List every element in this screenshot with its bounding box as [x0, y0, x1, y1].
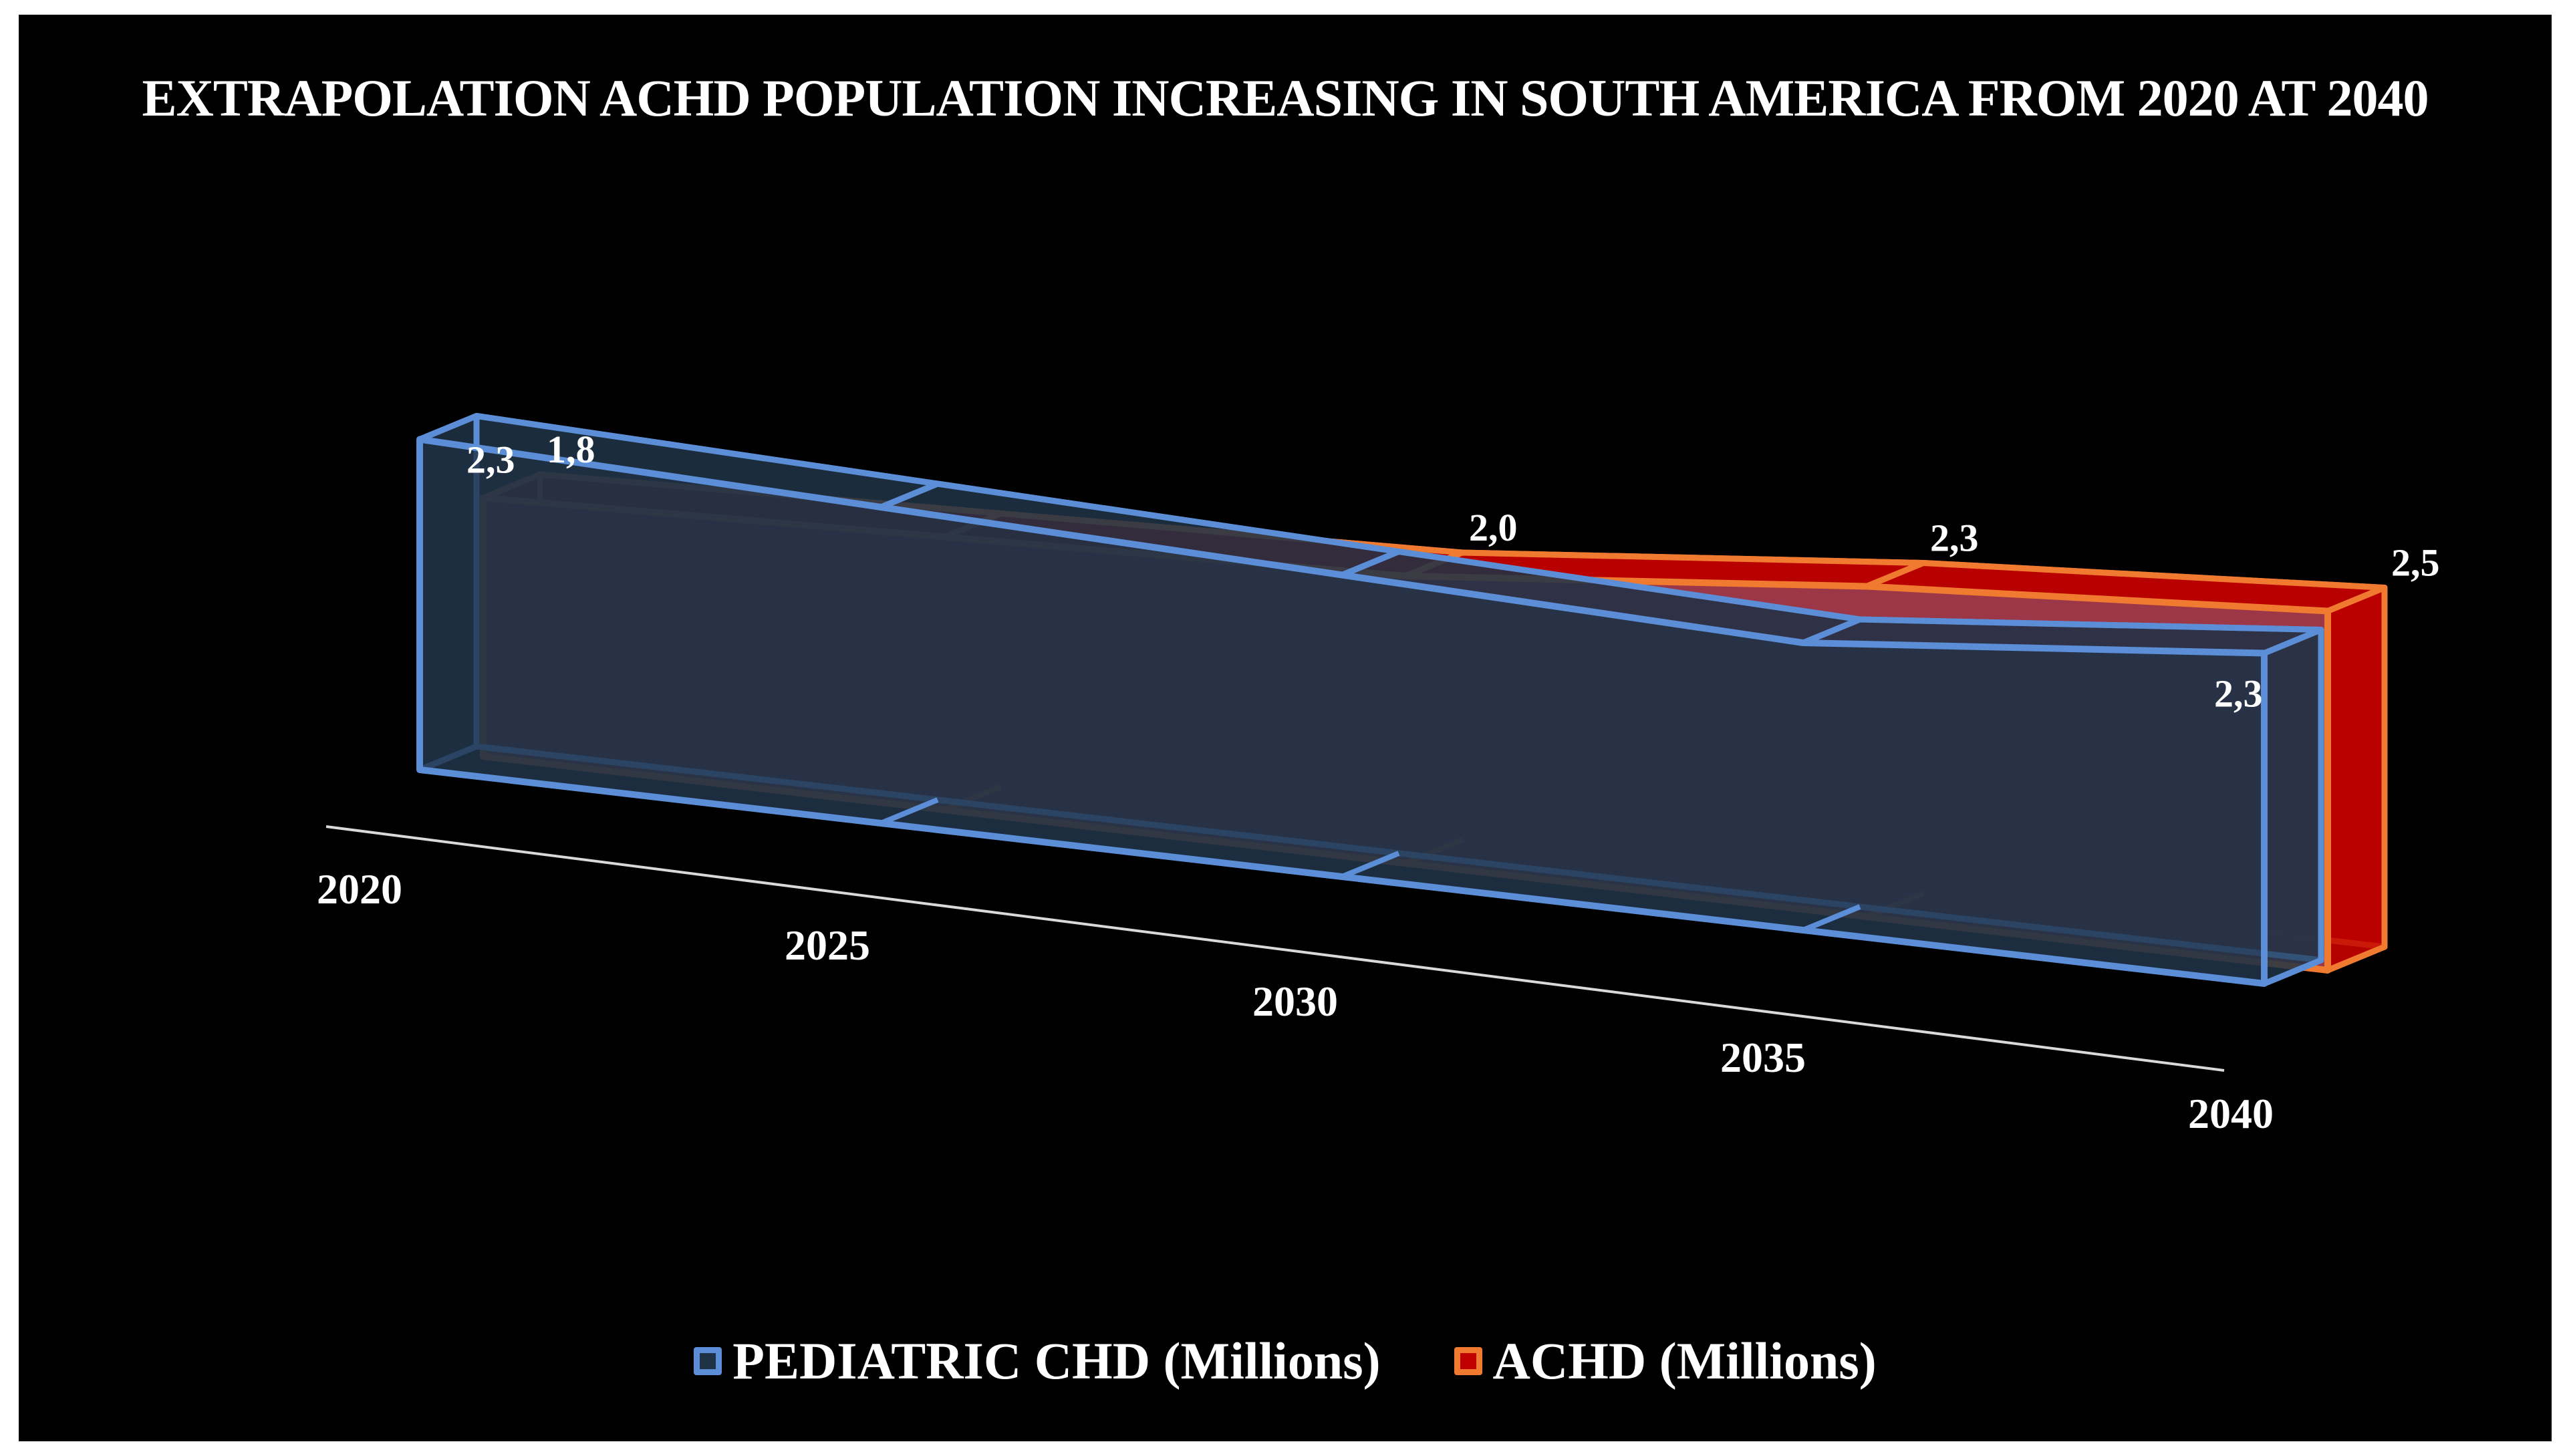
area-front-pediatric-chd: [416, 436, 2268, 987]
area-divider-pediatric-chd: [879, 481, 939, 510]
legend-item-achd[interactable]: ACHD (Millions): [1454, 1331, 1877, 1391]
x-axis-line: [325, 825, 2225, 1072]
area-divider-pediatric-chd: [1802, 617, 1861, 645]
plot-area: 2,3 2,3 1,8 2,0 2,3 2,5 2020 2025 2030 2035 2040: [317, 413, 2440, 1137]
area-divider-achd: [1865, 560, 1925, 589]
x-tick-label: 2035: [1720, 1034, 1806, 1081]
legend-swatch-pediatric-chd: [694, 1347, 722, 1375]
area-side-pediatric-chd: [2261, 627, 2324, 987]
data-label-pediatric-chd: 2,3: [466, 438, 515, 482]
x-tick-label: 2030: [1252, 978, 1338, 1025]
legend-label-achd: ACHD (Millions): [1492, 1332, 1877, 1390]
data-label-pediatric-chd: 2,3: [2214, 672, 2263, 716]
x-tick-label: 2040: [2188, 1090, 2274, 1137]
chart-title: EXTRAPOLATION ACHD POPULATION INCREASING…: [142, 69, 2429, 127]
chart-frame: EXTRAPOLATION ACHD POPULATION INCREASING…: [19, 15, 2552, 1441]
legend-swatch-achd: [1454, 1347, 1482, 1375]
data-label-achd: 2,5: [2391, 541, 2440, 585]
legend-label-pediatric-chd: PEDIATRIC CHD (Millions): [732, 1332, 1381, 1390]
data-label-achd: 2,3: [1930, 517, 1979, 560]
legend: PEDIATRIC CHD (Millions) ACHD (Millions): [19, 1331, 2552, 1391]
x-tick-label: 2020: [317, 865, 402, 913]
legend-item-pediatric-chd[interactable]: PEDIATRIC CHD (Millions): [694, 1331, 1381, 1391]
x-tick-label: 2025: [785, 921, 870, 969]
area-divider-pediatric-chd: [879, 797, 939, 826]
area-divider-pediatric-chd: [1341, 851, 1400, 879]
area-divider-pediatric-chd: [1341, 549, 1400, 578]
data-label-achd: 1,8: [547, 428, 595, 471]
area-side-achd: [2324, 585, 2388, 974]
data-label-achd: 2,0: [1469, 506, 1518, 549]
area-divider-pediatric-chd: [1802, 904, 1861, 933]
